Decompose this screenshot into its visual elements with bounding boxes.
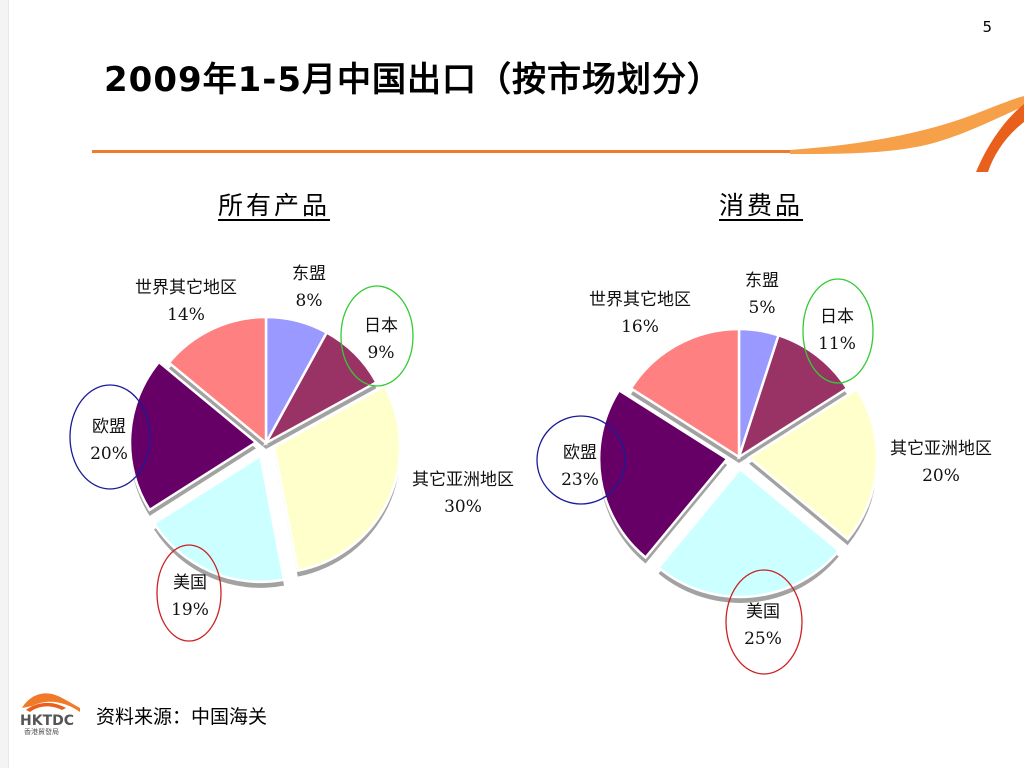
pie-2-label-asean: 东盟 [745, 271, 779, 291]
pie-1-slice-eu [128, 360, 259, 512]
orange-swoosh-decoration [790, 96, 1024, 172]
pie-1-label-rest-of-world: 世界其它地区 [135, 278, 237, 298]
title-underline-rule [92, 150, 792, 153]
pie-2-value-japan: 11% [818, 334, 856, 354]
chart-title-consumer-goods: 消费品 [719, 191, 804, 220]
pie-1-value-usa: 19% [171, 600, 209, 620]
pie-1-value-other-asia: 30% [444, 497, 482, 517]
pie-1-value-japan: 9% [368, 343, 395, 363]
pie-2-highlight-circle-eu [536, 415, 626, 505]
pie-2-slice-eu [597, 388, 730, 560]
pie-2-value-other-asia: 20% [922, 466, 960, 486]
pie-1-slice-japan [262, 330, 379, 447]
pie-2-slice-rest-of-world [629, 327, 741, 460]
chart-title-all-products: 所有产品 [218, 191, 331, 220]
pie-2-slice-other-asia [746, 387, 879, 541]
pie-2-value-asean: 5% [749, 298, 776, 318]
pie-1-slice-usa [152, 453, 286, 584]
pie-1-slices-group [128, 315, 402, 584]
pie-2-label-other-asia: 其它亚洲地区 [890, 439, 992, 459]
pie-2-slice-usa [656, 467, 841, 599]
pie-1-value-asean: 8% [296, 291, 323, 311]
pie-1-slice-other-asia [272, 384, 402, 573]
svg-text:香港貿發局: 香港貿發局 [24, 727, 59, 736]
pie-2-highlight-circle-japan [802, 278, 874, 384]
pie-1-label-other-asia: 其它亚洲地区 [412, 470, 514, 490]
pie-2-highlight-circle-usa [725, 569, 803, 675]
page-number: 5 [982, 18, 992, 36]
pie-2-slices-group [597, 327, 879, 599]
pie-2-label-rest-of-world: 世界其它地区 [589, 290, 691, 310]
pie-2-label-japan: 日本 [820, 307, 854, 327]
hktdc-logo: HKTDC 香港貿發局 [20, 693, 80, 736]
pie-1-value-eu: 20% [90, 444, 128, 464]
pie-1-highlight-circle-japan [340, 285, 414, 387]
pie-1-highlight-circle-eu [69, 384, 151, 490]
pie-1-slice-rest-of-world [167, 315, 268, 446]
pie-1-label-japan: 日本 [364, 316, 398, 336]
left-edge-rule [0, 0, 9, 768]
pie-1-value-rest-of-world: 14% [167, 305, 205, 325]
pie-1-label-asean: 东盟 [292, 264, 326, 284]
pie-2-value-eu: 23% [561, 470, 599, 490]
pie-1-label-usa: 美国 [173, 573, 207, 593]
pie-2-label-eu: 欧盟 [563, 443, 597, 463]
pie-2-slice-japan [736, 333, 849, 460]
pie-2-value-rest-of-world: 16% [621, 317, 659, 337]
pie-2-label-usa: 美国 [746, 602, 780, 622]
svg-text:HKTDC: HKTDC [20, 713, 74, 729]
slide-title: 2009年1-5月中国出口（按市场划分） [104, 60, 723, 100]
pie-2-value-usa: 25% [744, 629, 782, 649]
pie-1-label-eu: 欧盟 [92, 417, 126, 437]
pie-1-highlight-circle-usa [156, 544, 222, 642]
source-note: 资料来源：中国海关 [96, 706, 268, 728]
